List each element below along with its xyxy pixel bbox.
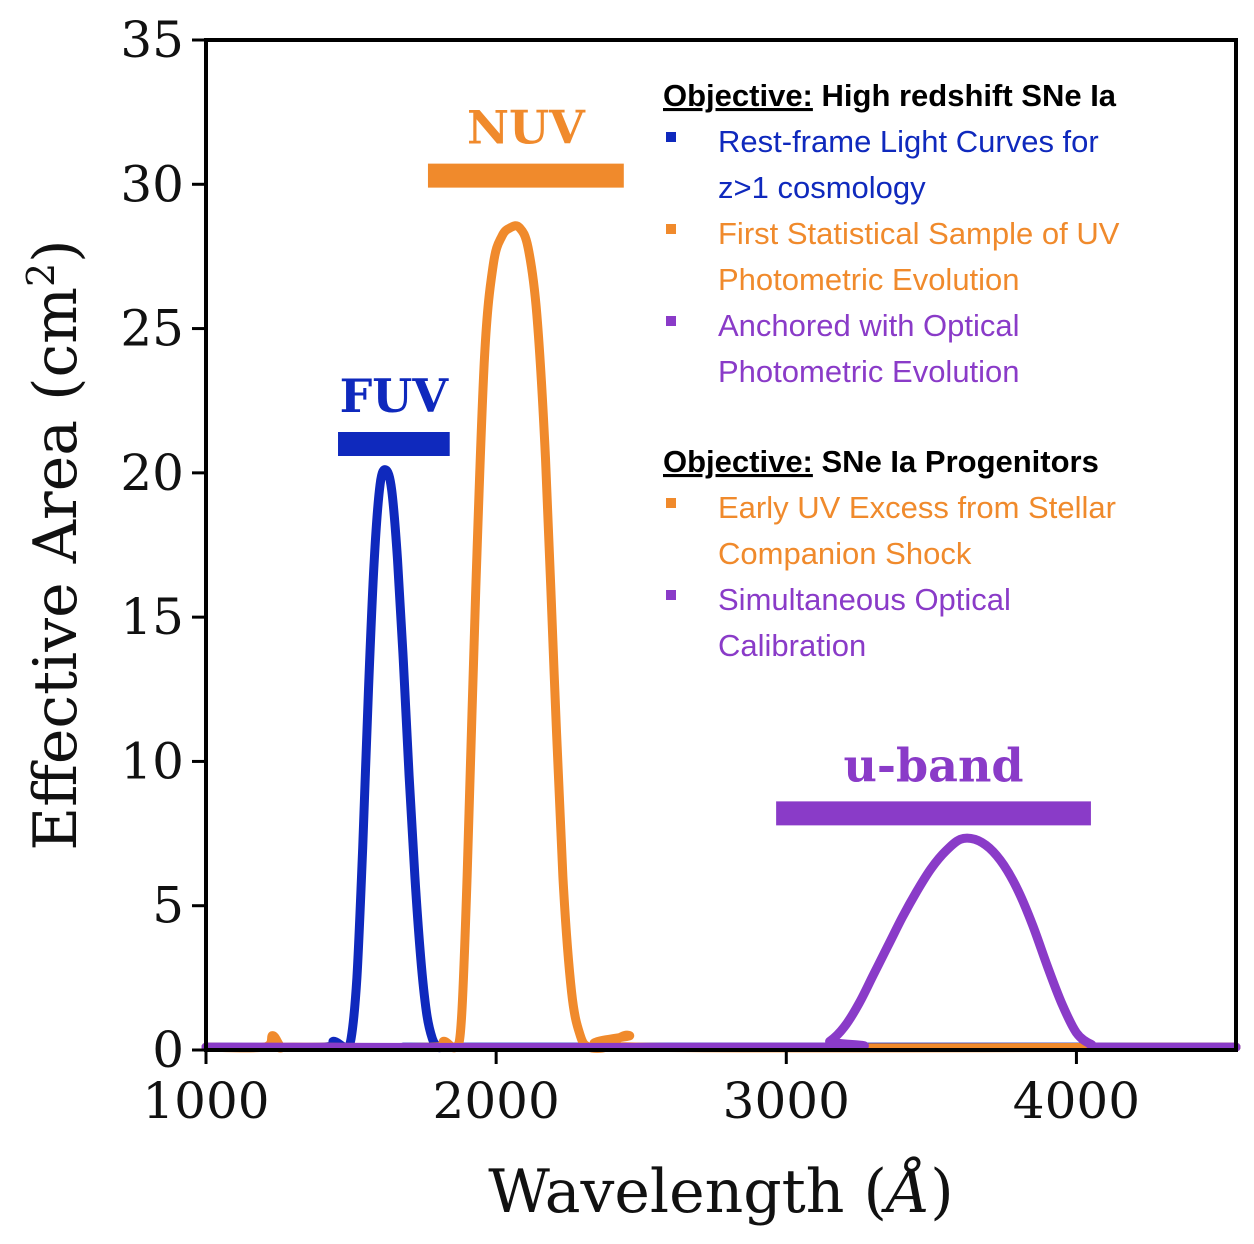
objective-item-line: Calibration <box>718 628 866 663</box>
x-tick-label: 2000 <box>433 1072 560 1130</box>
bullet-marker <box>666 498 676 508</box>
y-axis-ticks: 0 5 10 15 20 25 30 35 <box>120 11 206 1079</box>
x-tick-label: 4000 <box>1013 1072 1140 1130</box>
objective-item-line: z>1 cosmology <box>718 170 926 205</box>
band-label-fuv: FUV <box>340 369 450 423</box>
series-group <box>201 221 1241 1053</box>
objective-heading-label: Objective: <box>663 78 813 113</box>
y-tick-label: 0 <box>152 1021 184 1079</box>
objective-item-line: Anchored with Optical <box>718 308 1020 343</box>
objective-item-line: Photometric Evolution <box>718 262 1020 297</box>
y-tick-label: 10 <box>120 732 184 790</box>
objective-item-line: Companion Shock <box>718 536 972 571</box>
objective-item-line: Rest-frame Light Curves for <box>718 124 1099 159</box>
objective-item-line: Simultaneous Optical <box>718 582 1011 617</box>
objective-item-line: Early UV Excess from Stellar <box>718 490 1116 525</box>
x-tick-label: 1000 <box>142 1072 269 1130</box>
band-bar-fuv <box>338 432 450 456</box>
y-axis-label-main: Effective Area (cm <box>21 287 91 851</box>
x-axis-ticks: 1000 2000 3000 4000 <box>142 1050 1140 1130</box>
y-tick-label: 25 <box>120 300 184 358</box>
objective-heading-text: High redshift SNe Ia <box>813 78 1117 113</box>
y-tick-label: 30 <box>120 155 184 213</box>
series-u-band-line <box>201 833 1241 1053</box>
plot-frame <box>204 38 1238 1052</box>
x-axis-label-main: Wavelength ( <box>488 1157 887 1227</box>
objective-heading-text: SNe Ia Progenitors <box>813 444 1099 479</box>
x-axis-label: Wavelength (Å) <box>488 1156 953 1227</box>
band-bar-nuv <box>427 163 624 188</box>
y-tick-label: 15 <box>120 588 184 646</box>
band-label-nuv: NUV <box>467 101 586 155</box>
objective-item-line: Photometric Evolution <box>718 354 1020 389</box>
x-tick-label: 3000 <box>723 1072 850 1130</box>
x-axis-label-close: ) <box>930 1157 953 1227</box>
objectives-panel: Objective: High redshift SNe Ia Rest-fram… <box>663 78 1120 663</box>
y-tick-label: 20 <box>120 444 184 502</box>
band-label-u-band: u-band <box>843 738 1023 792</box>
bullet-marker <box>666 224 676 234</box>
bullet-marker <box>666 132 676 142</box>
objective-item-line: First Statistical Sample of UV <box>718 216 1120 251</box>
band-bar-u-band <box>776 801 1091 826</box>
y-axis-label-close: ) <box>21 239 91 262</box>
band-markers: FUV NUV u-band <box>338 101 1091 826</box>
bullet-marker <box>666 590 676 600</box>
objective-heading: Objective: High redshift SNe Ia <box>663 78 1117 113</box>
y-tick-label: 5 <box>152 877 184 935</box>
y-tick-label: 35 <box>120 11 184 69</box>
bullet-marker <box>666 316 676 326</box>
x-axis-label-unit: Å <box>881 1156 930 1227</box>
y-axis-label: Effective Area (cm2) <box>19 239 91 850</box>
objective-heading: Objective: SNe Ia Progenitors <box>663 444 1099 479</box>
y-axis-label-sup: 2 <box>19 263 63 287</box>
objective-heading-label: Objective: <box>663 444 813 479</box>
